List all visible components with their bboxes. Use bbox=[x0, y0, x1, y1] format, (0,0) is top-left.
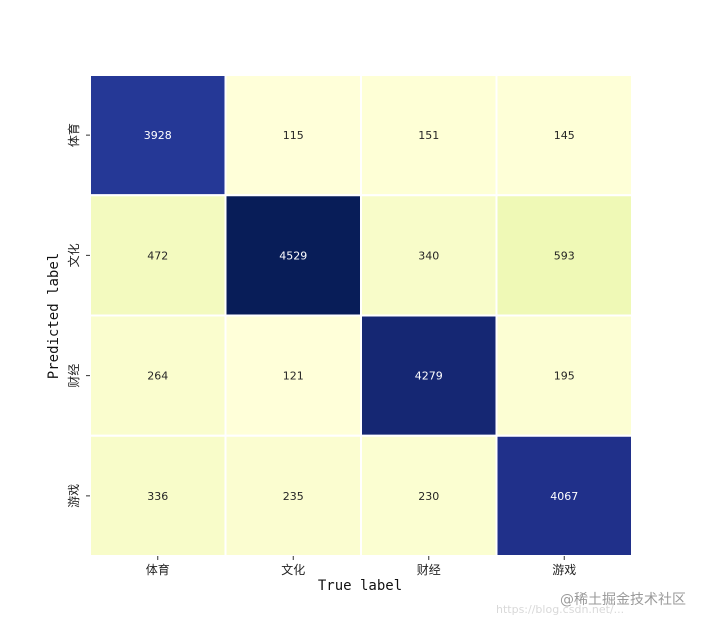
x-axis-label: True label bbox=[318, 578, 402, 594]
heatmap-cell-value: 230 bbox=[418, 490, 439, 503]
heatmap-cell bbox=[495, 314, 633, 437]
heatmap-cell bbox=[495, 74, 633, 197]
x-tick-label: 财经 bbox=[417, 563, 441, 577]
heatmap-cells: 3928 115 151 145 472 4529 340 593 264 121 4279 195 3… bbox=[89, 74, 633, 557]
heatmap-cell-value: 151 bbox=[418, 129, 439, 142]
heatmap-cell bbox=[224, 74, 362, 197]
heatmap-cell bbox=[495, 434, 633, 557]
x-tick-label: 文化 bbox=[281, 562, 305, 577]
heatmap-cell-value: 4279 bbox=[415, 370, 443, 383]
heatmap-cell bbox=[224, 194, 362, 317]
heatmap-cell-value: 340 bbox=[418, 249, 439, 262]
heatmap-cell-value: 121 bbox=[283, 370, 304, 383]
y-tick-label: 财经 bbox=[67, 364, 81, 388]
heatmap-cell-value: 145 bbox=[554, 129, 575, 142]
watermark-text: @稀土掘金技术社区 bbox=[560, 592, 686, 608]
y-tick-label: 游戏 bbox=[67, 484, 81, 508]
heatmap-cell-value: 264 bbox=[147, 370, 168, 383]
heatmap-cell-value: 235 bbox=[283, 490, 304, 503]
heatmap-cell-value: 593 bbox=[554, 249, 575, 262]
heatmap-cell bbox=[89, 74, 227, 197]
watermark-url: https://blog.csdn.net/... bbox=[496, 603, 625, 616]
heatmap-cell-value: 115 bbox=[283, 129, 304, 142]
heatmap-cell-value: 3928 bbox=[144, 129, 172, 142]
heatmap-cell bbox=[224, 314, 362, 437]
heatmap-cell-value: 4529 bbox=[279, 249, 307, 262]
heatmap-cell-value: 4067 bbox=[550, 490, 578, 503]
heatmap-cell-value: 336 bbox=[147, 490, 168, 503]
heatmap-cell bbox=[495, 194, 633, 317]
y-axis-label: Predicted label bbox=[46, 253, 62, 379]
y-tick-label: 体育 bbox=[66, 123, 81, 147]
heatmap-cell bbox=[224, 434, 362, 557]
x-tick-label: 游戏 bbox=[552, 563, 576, 577]
heatmap-cell-value: 472 bbox=[147, 249, 168, 262]
heatmap-cell bbox=[360, 74, 498, 197]
heatmap-cell-value: 195 bbox=[554, 370, 575, 383]
x-tick-label: 体育 bbox=[146, 562, 170, 577]
x-tick-labels: 体育 文化 财经 游戏 bbox=[146, 556, 576, 577]
y-tick-label: 文化 bbox=[66, 243, 81, 267]
